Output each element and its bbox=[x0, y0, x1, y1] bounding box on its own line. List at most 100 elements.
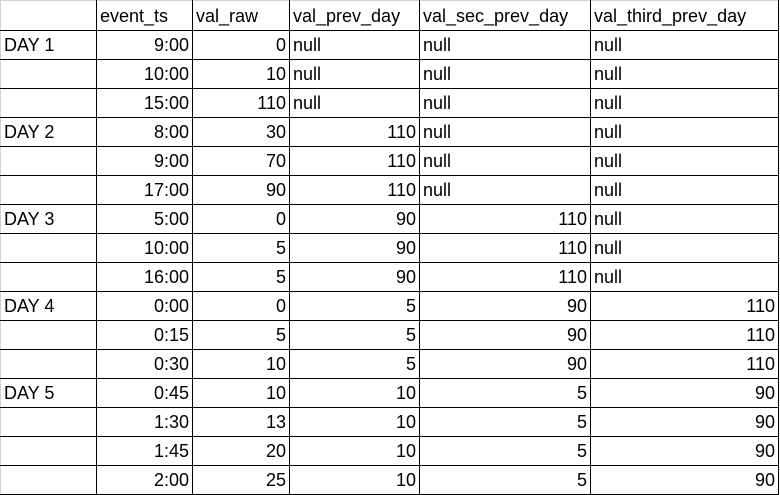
cell-val-raw[interactable]: 30 bbox=[192, 117, 290, 147]
cell-val-raw[interactable]: 13 bbox=[192, 407, 290, 437]
cell-val-raw[interactable]: 25 bbox=[192, 465, 290, 495]
cell-event-ts[interactable]: 5:00 bbox=[96, 204, 193, 234]
cell-val-sec-prev-day[interactable]: 90 bbox=[419, 320, 591, 350]
column-header-val-sec-prev-day[interactable]: val_sec_prev_day bbox=[419, 0, 591, 31]
cell-day-label[interactable] bbox=[0, 349, 97, 379]
cell-val-third-prev-day[interactable]: null bbox=[590, 146, 779, 176]
cell-event-ts[interactable]: 10:00 bbox=[96, 233, 193, 263]
cell-val-third-prev-day[interactable]: 110 bbox=[590, 291, 779, 321]
cell-val-sec-prev-day[interactable]: 5 bbox=[419, 407, 591, 437]
cell-val-raw[interactable]: 0 bbox=[192, 30, 290, 60]
cell-val-prev-day[interactable]: null bbox=[289, 59, 420, 89]
cell-day-label[interactable] bbox=[0, 59, 97, 89]
cell-val-third-prev-day[interactable]: 90 bbox=[590, 436, 779, 466]
cell-day-label[interactable] bbox=[0, 407, 97, 437]
cell-event-ts[interactable]: 1:30 bbox=[96, 407, 193, 437]
cell-val-sec-prev-day[interactable]: 5 bbox=[419, 436, 591, 466]
cell-val-sec-prev-day[interactable]: 110 bbox=[419, 233, 591, 263]
cell-val-third-prev-day[interactable]: null bbox=[590, 88, 779, 118]
cell-val-third-prev-day[interactable]: 90 bbox=[590, 378, 779, 408]
cell-event-ts[interactable]: 0:00 bbox=[96, 291, 193, 321]
cell-val-third-prev-day[interactable]: null bbox=[590, 262, 779, 292]
cell-val-sec-prev-day[interactable]: null bbox=[419, 117, 591, 147]
cell-val-sec-prev-day[interactable]: 110 bbox=[419, 204, 591, 234]
cell-val-third-prev-day[interactable]: 110 bbox=[590, 349, 779, 379]
cell-val-raw[interactable]: 10 bbox=[192, 378, 290, 408]
cell-day-label[interactable]: DAY 3 bbox=[0, 204, 97, 234]
cell-val-sec-prev-day[interactable]: null bbox=[419, 88, 591, 118]
cell-val-sec-prev-day[interactable]: 5 bbox=[419, 378, 591, 408]
cell-val-raw[interactable]: 110 bbox=[192, 88, 290, 118]
cell-val-raw[interactable]: 90 bbox=[192, 175, 290, 205]
cell-val-sec-prev-day[interactable]: 90 bbox=[419, 291, 591, 321]
cell-event-ts[interactable]: 15:00 bbox=[96, 88, 193, 118]
cell-day-label[interactable] bbox=[0, 88, 97, 118]
cell-val-sec-prev-day[interactable]: null bbox=[419, 59, 591, 89]
cell-event-ts[interactable]: 10:00 bbox=[96, 59, 193, 89]
cell-val-prev-day[interactable]: 10 bbox=[289, 465, 420, 495]
cell-event-ts[interactable]: 8:00 bbox=[96, 117, 193, 147]
cell-event-ts[interactable]: 0:30 bbox=[96, 349, 193, 379]
cell-val-third-prev-day[interactable]: null bbox=[590, 59, 779, 89]
cell-val-prev-day[interactable]: 10 bbox=[289, 378, 420, 408]
cell-event-ts[interactable]: 17:00 bbox=[96, 175, 193, 205]
cell-val-raw[interactable]: 20 bbox=[192, 436, 290, 466]
cell-event-ts[interactable]: 9:00 bbox=[96, 146, 193, 176]
cell-val-prev-day[interactable]: null bbox=[289, 30, 420, 60]
cell-val-sec-prev-day[interactable]: null bbox=[419, 146, 591, 176]
cell-val-prev-day[interactable]: 90 bbox=[289, 233, 420, 263]
cell-event-ts[interactable]: 1:45 bbox=[96, 436, 193, 466]
cell-val-prev-day[interactable]: null bbox=[289, 88, 420, 118]
cell-val-prev-day[interactable]: 90 bbox=[289, 204, 420, 234]
cell-val-raw[interactable]: 5 bbox=[192, 262, 290, 292]
cell-val-third-prev-day[interactable]: null bbox=[590, 204, 779, 234]
column-header-val-third-prev-day[interactable]: val_third_prev_day bbox=[590, 0, 779, 31]
cell-val-prev-day[interactable]: 90 bbox=[289, 262, 420, 292]
cell-val-raw[interactable]: 10 bbox=[192, 349, 290, 379]
cell-day-label[interactable]: DAY 4 bbox=[0, 291, 97, 321]
cell-val-prev-day[interactable]: 5 bbox=[289, 349, 420, 379]
cell-day-label[interactable]: DAY 1 bbox=[0, 30, 97, 60]
cell-val-raw[interactable]: 5 bbox=[192, 233, 290, 263]
cell-val-prev-day[interactable]: 5 bbox=[289, 320, 420, 350]
cell-val-sec-prev-day[interactable]: 90 bbox=[419, 349, 591, 379]
cell-val-third-prev-day[interactable]: null bbox=[590, 233, 779, 263]
column-header-val-prev-day[interactable]: val_prev_day bbox=[289, 0, 420, 31]
cell-val-third-prev-day[interactable]: null bbox=[590, 175, 779, 205]
cell-day-label[interactable] bbox=[0, 436, 97, 466]
cell-day-label[interactable] bbox=[0, 320, 97, 350]
cell-event-ts[interactable]: 0:45 bbox=[96, 378, 193, 408]
cell-day-label[interactable] bbox=[0, 262, 97, 292]
cell-val-sec-prev-day[interactable]: null bbox=[419, 175, 591, 205]
cell-val-third-prev-day[interactable]: null bbox=[590, 117, 779, 147]
cell-val-prev-day[interactable]: 110 bbox=[289, 146, 420, 176]
cell-val-raw[interactable]: 10 bbox=[192, 59, 290, 89]
cell-day-label[interactable]: DAY 2 bbox=[0, 117, 97, 147]
cell-val-prev-day[interactable]: 5 bbox=[289, 291, 420, 321]
cell-val-sec-prev-day[interactable]: 110 bbox=[419, 262, 591, 292]
cell-val-third-prev-day[interactable]: null bbox=[590, 30, 779, 60]
cell-val-third-prev-day[interactable]: 110 bbox=[590, 320, 779, 350]
cell-val-prev-day[interactable]: 10 bbox=[289, 436, 420, 466]
column-header-day-label[interactable] bbox=[0, 0, 97, 31]
cell-day-label[interactable]: DAY 5 bbox=[0, 378, 97, 408]
cell-val-raw[interactable]: 0 bbox=[192, 291, 290, 321]
cell-val-sec-prev-day[interactable]: 5 bbox=[419, 465, 591, 495]
cell-day-label[interactable] bbox=[0, 233, 97, 263]
cell-val-prev-day[interactable]: 10 bbox=[289, 407, 420, 437]
cell-val-raw[interactable]: 0 bbox=[192, 204, 290, 234]
cell-val-third-prev-day[interactable]: 90 bbox=[590, 465, 779, 495]
cell-val-sec-prev-day[interactable]: null bbox=[419, 30, 591, 60]
cell-val-prev-day[interactable]: 110 bbox=[289, 117, 420, 147]
cell-val-raw[interactable]: 5 bbox=[192, 320, 290, 350]
cell-event-ts[interactable]: 2:00 bbox=[96, 465, 193, 495]
cell-val-third-prev-day[interactable]: 90 bbox=[590, 407, 779, 437]
cell-day-label[interactable] bbox=[0, 175, 97, 205]
column-header-event-ts[interactable]: event_ts bbox=[96, 0, 193, 31]
cell-val-raw[interactable]: 70 bbox=[192, 146, 290, 176]
cell-event-ts[interactable]: 9:00 bbox=[96, 30, 193, 60]
column-header-val-raw[interactable]: val_raw bbox=[192, 0, 290, 31]
cell-day-label[interactable] bbox=[0, 146, 97, 176]
cell-event-ts[interactable]: 0:15 bbox=[96, 320, 193, 350]
cell-val-prev-day[interactable]: 110 bbox=[289, 175, 420, 205]
